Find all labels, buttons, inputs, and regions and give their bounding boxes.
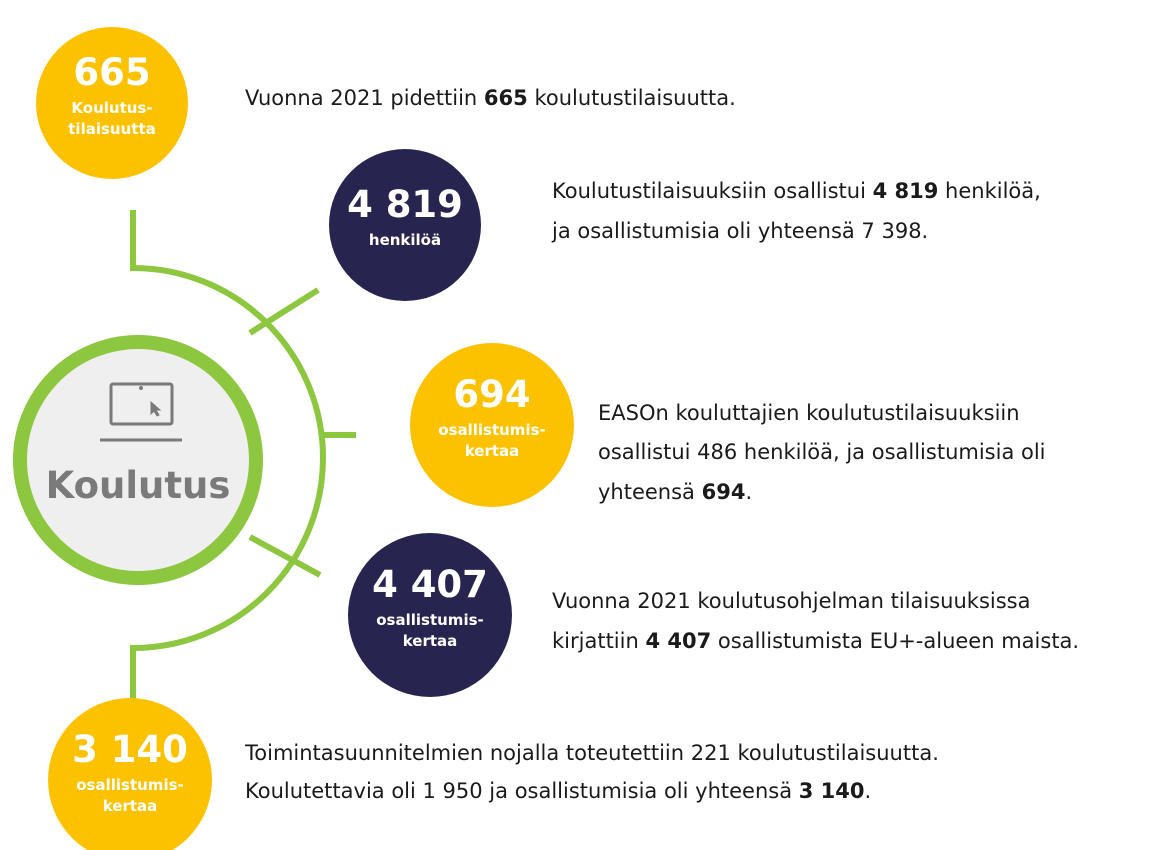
item-circle — [36, 27, 188, 179]
item-description: ja osallistumisia oli yhteensä 7 398. — [551, 219, 928, 243]
item-circle — [348, 533, 512, 697]
spoke — [248, 287, 320, 336]
text-segment: . — [865, 779, 872, 803]
spoke — [248, 534, 322, 578]
item-circle — [329, 149, 481, 301]
item-number: 694 — [453, 373, 530, 416]
item: 4 407 osallistumis-kertaa Vuonna 2021 koul… — [348, 533, 1079, 697]
item: 665 Koulutus-tilaisuutta Vuonna 2021 pidet… — [36, 27, 736, 179]
item-label: osallistumis- — [438, 421, 545, 439]
text-segment: yhteensä — [598, 480, 702, 504]
item-description: osallistui 486 henkilöä, ja osallistumis… — [598, 440, 1046, 464]
item: 4 819 henkilöä Koulutustilaisuuksiin osall… — [329, 149, 1041, 301]
item-description: Koulutustilaisuuksiin osallistui 4 819 h… — [552, 179, 1041, 203]
center-circle — [13, 335, 263, 585]
text-segment: Toimintasuunnitelmien nojalla toteutetti… — [244, 741, 939, 765]
text-segment: Koulutettavia oli 1 950 ja osallistumisi… — [245, 779, 799, 803]
item-label: tilaisuutta — [68, 120, 155, 138]
text-segment: henkilöä, — [938, 179, 1040, 203]
item-label: kertaa — [465, 442, 520, 460]
item-description: kirjattiin 4 407 osallistumista EU+-alue… — [552, 629, 1079, 653]
center-label: Koulutus — [46, 464, 231, 507]
item-label: henkilöä — [369, 231, 441, 249]
laptop-icon — [100, 382, 182, 442]
camera-dot — [139, 386, 143, 390]
text-segment: osallistui 486 henkilöä, ja osallistumis… — [598, 440, 1046, 464]
text-segment: 4 407 — [645, 629, 711, 653]
text-segment: ja osallistumisia oli yhteensä 7 398. — [551, 219, 928, 243]
item-description: Vuonna 2021 koulutusohjelman tilaisuuksi… — [552, 589, 1031, 613]
item-label: Koulutus- — [71, 99, 152, 117]
item-number: 4 407 — [372, 563, 488, 606]
text-segment: Vuonna 2021 koulutusohjelman tilaisuuksi… — [552, 589, 1031, 613]
text-segment: 665 — [484, 86, 528, 110]
item-number: 3 140 — [72, 728, 188, 771]
item-number: 4 819 — [347, 183, 463, 226]
connectors — [130, 210, 356, 720]
item-label: osallistumis- — [376, 611, 483, 629]
arc — [130, 210, 326, 720]
text-segment: osallistumista EU+-alueen maista. — [711, 629, 1079, 653]
text-segment: Koulutustilaisuuksiin osallistui — [552, 179, 873, 203]
item-description: EASOn kouluttajien koulutustilaisuuksiin — [598, 401, 1020, 425]
item-label: kertaa — [403, 632, 458, 650]
text-segment: 694 — [702, 480, 746, 504]
item-circle — [48, 698, 212, 850]
text-segment: . — [745, 480, 752, 504]
item-number: 665 — [73, 51, 150, 94]
item-description: Toimintasuunnitelmien nojalla toteutetti… — [244, 741, 939, 765]
text-segment: EASOn kouluttajien koulutustilaisuuksiin — [598, 401, 1020, 425]
text-segment: 3 140 — [799, 779, 865, 803]
item-label: kertaa — [103, 797, 158, 815]
item: 694 osallistumis-kertaa EASOn kouluttajien… — [410, 343, 1046, 507]
text-segment: koulutustilaisuutta. — [528, 86, 736, 110]
item-description: Koulutettavia oli 1 950 ja osallistumisi… — [245, 779, 871, 803]
item-description: Vuonna 2021 pidettiin 665 koulutustilais… — [245, 86, 736, 110]
item-description: yhteensä 694. — [598, 480, 752, 504]
text-segment: 4 819 — [873, 179, 939, 203]
item-label: osallistumis- — [76, 776, 183, 794]
item-circle — [410, 343, 574, 507]
text-segment: Vuonna 2021 pidettiin — [245, 86, 484, 110]
item: 3 140 osallistumis-kertaa Toimintasuunnite… — [48, 698, 939, 850]
text-segment: kirjattiin — [552, 629, 645, 653]
